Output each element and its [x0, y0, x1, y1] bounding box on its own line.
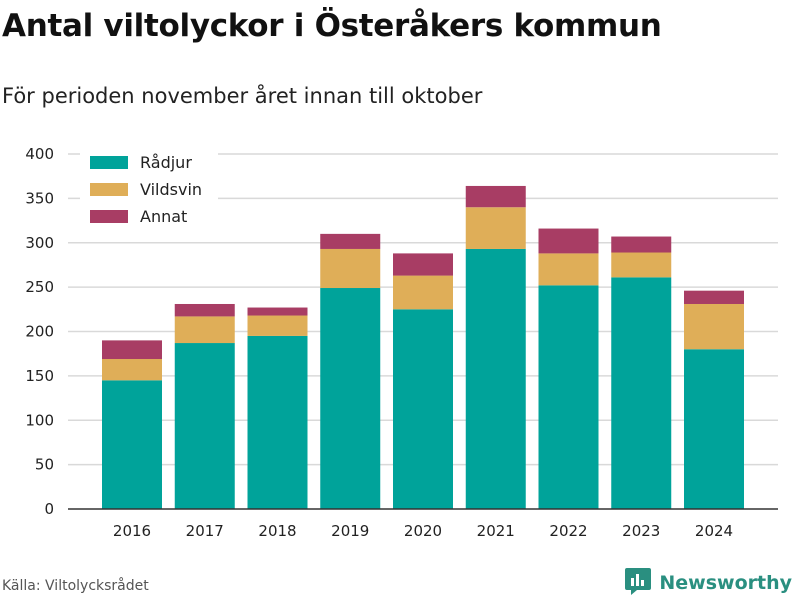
bar-segment [393, 253, 453, 276]
bar-segment [247, 315, 308, 336]
bar-segment [393, 275, 453, 310]
bar-segment [320, 233, 381, 249]
legend-swatch [90, 183, 128, 196]
bar-segment [538, 285, 599, 509]
bar-segment [684, 349, 744, 509]
bar-segment [611, 252, 672, 278]
bar-segment [174, 303, 235, 317]
bar-segment [684, 303, 744, 350]
brand-name: Newsworthy [659, 572, 792, 594]
y-tick-label: 200 [25, 323, 54, 341]
y-tick-label: 300 [25, 234, 54, 252]
bar-segment [174, 343, 235, 509]
y-tick-label: 150 [25, 367, 54, 385]
bar-segment [465, 185, 526, 208]
stacked-bar-chart: 0 50 100 150 200 250 300 350 400 2016 2017 2018 2019… [25, 145, 778, 540]
x-tick-label: 2017 [186, 522, 224, 540]
x-tick-label: 2022 [549, 522, 587, 540]
legend-label: Vildsvin [140, 180, 202, 199]
bar-segment [465, 248, 526, 509]
legend-label: Annat [140, 207, 187, 226]
bar-chart-bubble-icon [625, 566, 652, 600]
bar-segment [538, 228, 599, 254]
bar-segment [102, 359, 162, 381]
legend-swatch [90, 210, 128, 223]
legend-label: Rådjur [140, 153, 192, 172]
chart-title: Antal viltolyckor i Österåkers kommun [2, 8, 662, 44]
bar-segment [393, 309, 453, 509]
bar-segment [102, 340, 162, 360]
bar-segment [611, 236, 672, 253]
y-tick-label: 0 [44, 500, 54, 518]
bar-segment [320, 288, 381, 509]
bar-segment [247, 335, 308, 509]
x-tick-label: 2024 [695, 522, 733, 540]
x-tick-label: 2023 [622, 522, 660, 540]
x-tick-label: 2018 [258, 522, 296, 540]
axes: 0 50 100 150 200 250 300 350 400 2016 2017 2018 2019… [25, 145, 778, 540]
y-tick-label: 50 [35, 456, 54, 474]
source-note: Källa: Viltolycksrådet [2, 578, 149, 594]
legend: Rådjur Vildsvin Annat [80, 148, 218, 235]
x-tick-label: 2019 [331, 522, 369, 540]
bar-segment [320, 248, 381, 289]
bar-segment [174, 316, 235, 344]
legend-swatch [90, 156, 128, 169]
bar-segment [611, 277, 672, 509]
x-tick-label: 2021 [477, 522, 515, 540]
chart-subtitle: För perioden november året innan till ok… [2, 84, 483, 108]
bar-segment [538, 253, 599, 286]
y-tick-label: 350 [25, 189, 54, 207]
bar-segment [684, 290, 744, 304]
bar-segment [102, 380, 162, 509]
bars [102, 185, 744, 509]
bar-segment [465, 207, 526, 249]
bar-segment [247, 307, 308, 316]
y-tick-label: 100 [25, 411, 54, 429]
x-tick-label: 2016 [113, 522, 151, 540]
brand-logo[interactable]: Newsworthy [625, 568, 792, 598]
y-tick-label: 400 [25, 145, 54, 163]
x-tick-label: 2020 [404, 522, 442, 540]
y-tick-label: 250 [25, 278, 54, 296]
